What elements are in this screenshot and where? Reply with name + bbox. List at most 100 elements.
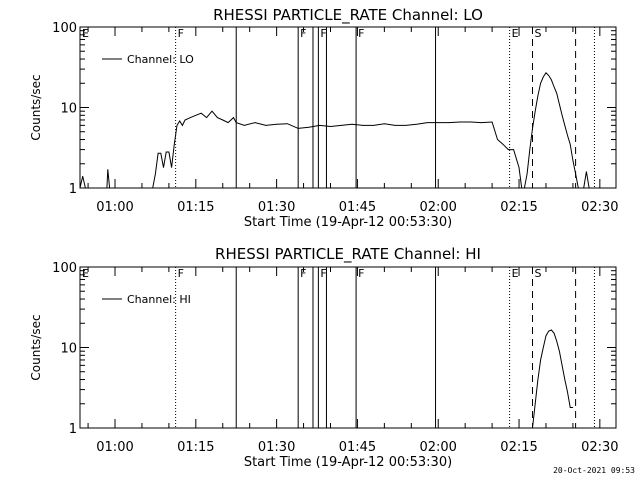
y-axis-label: Counts/sec bbox=[29, 314, 43, 380]
data-point bbox=[534, 110, 536, 112]
x-tick-label: 01:15 bbox=[177, 440, 214, 455]
data-point bbox=[206, 117, 207, 118]
data-point bbox=[362, 125, 364, 126]
data-point bbox=[136, 187, 137, 189]
series-line bbox=[532, 329, 573, 429]
data-point bbox=[545, 72, 547, 74]
data-point bbox=[470, 121, 471, 123]
data-point bbox=[543, 347, 544, 348]
data-point bbox=[537, 95, 539, 96]
legend-label: Channel: HI bbox=[127, 293, 191, 306]
x-axis-label: Start Time (19-Apr-12 00:53:30) bbox=[244, 455, 452, 470]
data-point bbox=[586, 171, 587, 172]
data-point bbox=[297, 128, 299, 129]
data-point bbox=[384, 123, 385, 124]
data-point bbox=[90, 187, 92, 189]
data-point bbox=[561, 115, 563, 116]
x-tick-label: 01:00 bbox=[96, 200, 133, 215]
data-point bbox=[569, 143, 571, 145]
data-point bbox=[157, 153, 159, 154]
data-point bbox=[227, 122, 229, 123]
data-point bbox=[416, 123, 418, 125]
data-point bbox=[521, 187, 522, 189]
data-point bbox=[107, 169, 109, 170]
data-point bbox=[569, 407, 571, 408]
data-point bbox=[141, 187, 143, 189]
data-point bbox=[394, 125, 396, 126]
data-point bbox=[459, 121, 461, 123]
data-point bbox=[182, 125, 183, 126]
data-point bbox=[147, 187, 148, 189]
x-tick-label: 01:30 bbox=[258, 200, 295, 215]
data-point bbox=[564, 379, 566, 380]
data-point bbox=[351, 123, 353, 125]
data-point bbox=[276, 123, 277, 125]
data-point bbox=[561, 365, 563, 366]
y-tick-label: 1 bbox=[69, 182, 77, 197]
data-point bbox=[529, 149, 531, 150]
y-tick-label: 100 bbox=[52, 261, 77, 276]
event-marker-label: F bbox=[358, 267, 364, 280]
data-point bbox=[551, 329, 552, 331]
event-marker-label: F bbox=[358, 27, 364, 40]
event-marker-label: E bbox=[82, 267, 89, 280]
data-point bbox=[130, 187, 132, 189]
x-tick-label: 02:00 bbox=[419, 200, 456, 215]
data-point bbox=[341, 125, 342, 126]
data-point bbox=[572, 407, 574, 408]
data-point bbox=[373, 125, 374, 126]
data-point bbox=[532, 427, 533, 429]
data-point bbox=[545, 335, 547, 337]
data-point bbox=[235, 122, 237, 123]
data-point bbox=[176, 125, 178, 126]
data-point bbox=[537, 379, 539, 380]
data-point bbox=[405, 125, 407, 126]
data-point bbox=[179, 120, 180, 122]
data-point bbox=[578, 187, 579, 189]
event-marker-label: F bbox=[320, 27, 326, 40]
event-marker-label: E bbox=[82, 27, 89, 40]
data-point bbox=[572, 160, 574, 161]
series-line bbox=[79, 72, 590, 189]
data-point bbox=[93, 187, 94, 189]
data-point bbox=[152, 187, 153, 189]
data-point bbox=[217, 117, 218, 118]
x-tick-label: 01:45 bbox=[339, 200, 376, 215]
data-point bbox=[575, 173, 576, 175]
data-point bbox=[497, 139, 498, 140]
data-point bbox=[534, 403, 536, 405]
x-tick-label: 01:15 bbox=[177, 200, 214, 215]
data-point bbox=[155, 173, 156, 175]
data-point bbox=[580, 187, 582, 189]
data-point bbox=[508, 149, 509, 150]
x-tick-label: 02:30 bbox=[581, 440, 618, 455]
data-point bbox=[120, 187, 121, 189]
data-point bbox=[160, 153, 162, 154]
data-point bbox=[448, 122, 450, 123]
chart-title: RHESSI PARTICLE_RATE Channel: LO bbox=[213, 6, 483, 25]
data-point bbox=[195, 115, 197, 116]
data-point bbox=[437, 122, 439, 123]
data-point bbox=[287, 123, 288, 124]
data-point bbox=[82, 175, 83, 177]
x-tick-label: 01:30 bbox=[258, 440, 295, 455]
data-point bbox=[319, 125, 321, 126]
y-tick-label: 10 bbox=[60, 102, 77, 117]
data-point bbox=[112, 187, 113, 189]
event-marker-label: E bbox=[512, 267, 519, 280]
data-point bbox=[564, 125, 566, 126]
x-tick-label: 01:00 bbox=[96, 440, 133, 455]
data-point bbox=[222, 119, 224, 121]
data-point bbox=[85, 187, 86, 189]
data-point bbox=[551, 79, 552, 81]
y-tick-label: 1 bbox=[69, 422, 77, 437]
data-point bbox=[190, 117, 191, 118]
event-marker-label: F bbox=[178, 267, 184, 280]
x-tick-label: 02:00 bbox=[419, 440, 456, 455]
y-tick-label: 10 bbox=[60, 342, 77, 357]
data-point bbox=[559, 103, 560, 105]
timestamp-text: 20-Oct-2021 09:53 bbox=[553, 466, 635, 475]
data-point bbox=[540, 359, 541, 361]
x-tick-label: 02:15 bbox=[500, 200, 537, 215]
data-point bbox=[559, 350, 560, 352]
